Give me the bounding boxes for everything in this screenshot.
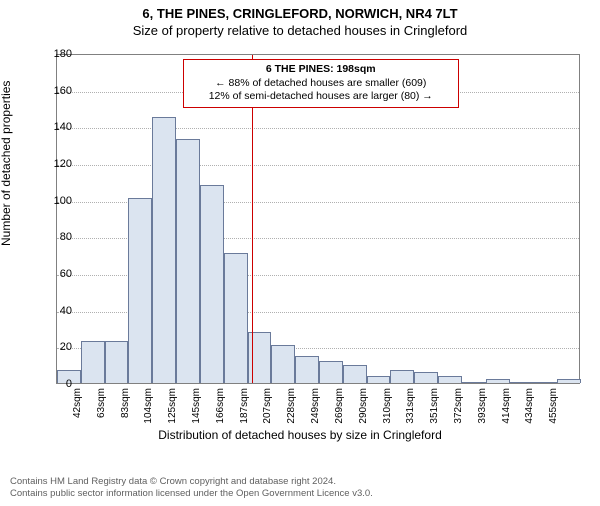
x-tick: 125sqm [167,388,178,424]
x-tick: 63sqm [96,388,107,418]
title-main: 6, THE PINES, CRINGLEFORD, NORWICH, NR4 … [0,6,600,21]
x-tick: 42sqm [72,388,83,418]
histogram-bar [367,376,391,383]
x-tick: 166sqm [215,388,226,424]
y-tick: 60 [42,268,72,280]
histogram-bar [390,370,414,383]
histogram-bar [224,253,248,383]
x-tick: 145sqm [191,388,202,424]
y-tick: 180 [42,48,72,60]
x-tick: 393sqm [477,388,488,424]
title-sub: Size of property relative to detached ho… [0,23,600,38]
footer-attribution: Contains HM Land Registry data © Crown c… [10,476,373,500]
gridline [57,128,579,129]
x-tick: 104sqm [143,388,154,424]
x-tick: 455sqm [548,388,559,424]
y-axis-label: Number of detached properties [0,81,13,246]
histogram-bar [81,341,105,383]
x-tick: 269sqm [334,388,345,424]
x-tick: 434sqm [524,388,535,424]
histogram-bar [414,372,438,383]
x-tick: 207sqm [262,388,273,424]
x-tick: 414sqm [501,388,512,424]
chart-container: Number of detached properties 6 THE PINE… [0,46,600,446]
y-tick: 120 [42,158,72,170]
x-tick: 372sqm [453,388,464,424]
x-tick: 83sqm [120,388,131,418]
x-axis-label: Distribution of detached houses by size … [0,428,600,442]
callout-line: 6 THE PINES: 198sqm [190,63,452,77]
y-tick: 160 [42,85,72,97]
y-tick: 20 [42,341,72,353]
y-tick: 100 [42,195,72,207]
footer-line1: Contains HM Land Registry data © Crown c… [10,476,373,488]
callout-line: ← 88% of detached houses are smaller (60… [190,77,452,91]
histogram-bar [176,139,200,383]
histogram-bar [295,356,319,384]
callout-box: 6 THE PINES: 198sqm← 88% of detached hou… [183,59,459,108]
x-tick: 331sqm [405,388,416,424]
x-tick: 290sqm [358,388,369,424]
histogram-bar [438,376,462,383]
footer-line2: Contains public sector information licen… [10,488,373,500]
histogram-bar [152,117,176,383]
histogram-bar [343,365,367,383]
histogram-bar [462,382,486,383]
x-tick: 228sqm [286,388,297,424]
y-tick: 80 [42,231,72,243]
histogram-bar [200,185,224,383]
plot-area: 6 THE PINES: 198sqm← 88% of detached hou… [56,54,580,384]
x-tick: 187sqm [239,388,250,424]
histogram-bar [486,379,510,383]
y-tick: 0 [42,378,72,390]
x-tick: 310sqm [382,388,393,424]
y-tick: 40 [42,305,72,317]
callout-line: 12% of semi-detached houses are larger (… [190,90,452,104]
histogram-bar [271,345,295,384]
x-tick: 351sqm [429,388,440,424]
histogram-bar [557,379,581,383]
histogram-bar [128,198,152,383]
gridline [57,165,579,166]
histogram-bar [533,382,557,383]
x-tick: 249sqm [310,388,321,424]
histogram-bar [105,341,129,383]
histogram-bar [510,382,534,383]
histogram-bar [319,361,343,383]
y-tick: 140 [42,121,72,133]
